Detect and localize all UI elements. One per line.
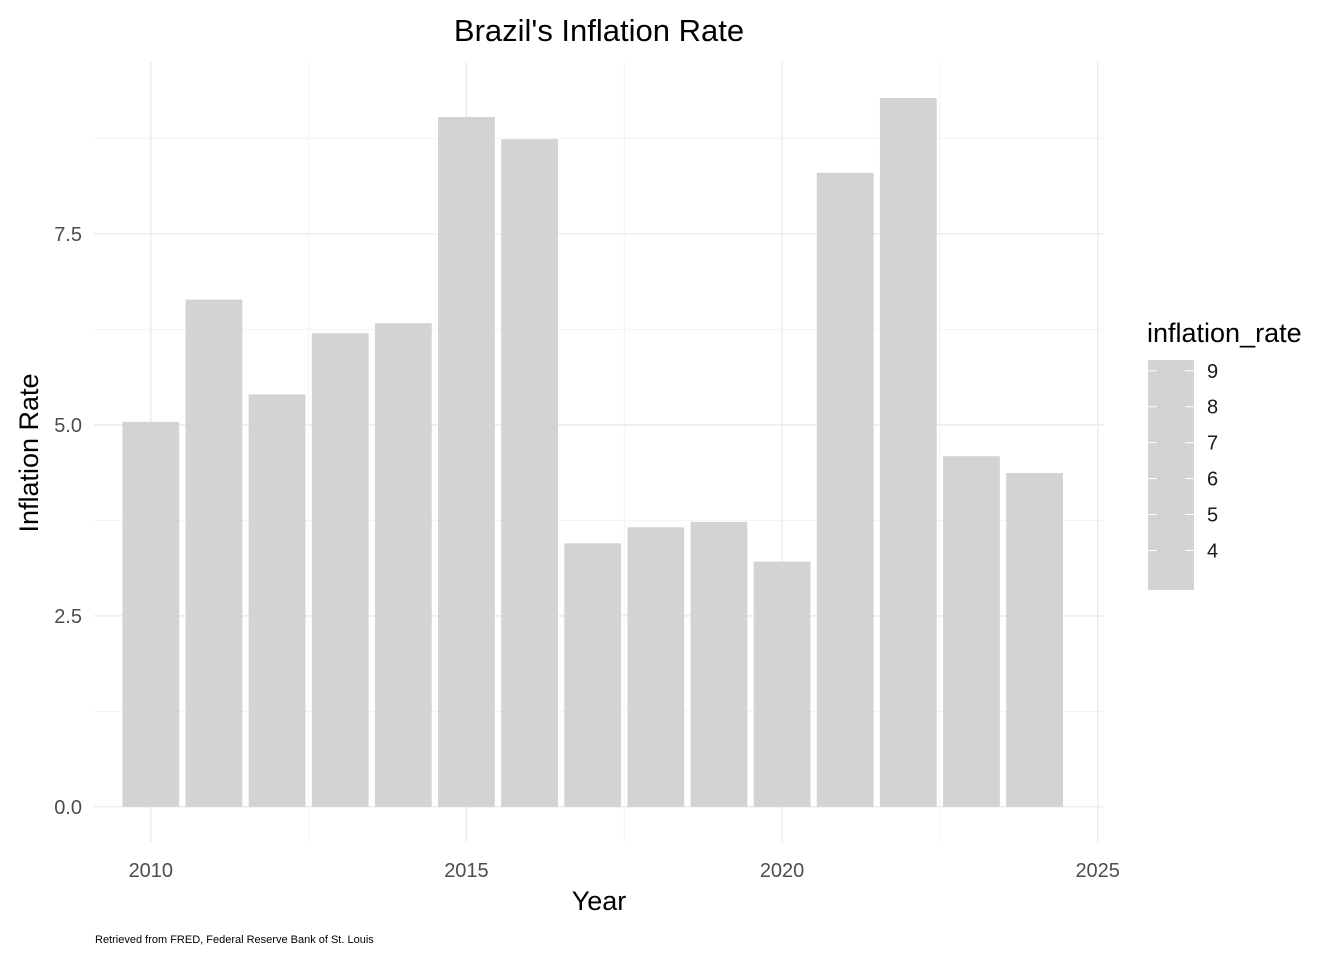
x-tick-label: 2025 xyxy=(1075,860,1120,882)
bar-2016 xyxy=(501,139,558,807)
legend-colorbar xyxy=(1148,360,1194,590)
legend: inflation_rate 9 8 7 6 5 4 xyxy=(1147,318,1302,590)
y-tick-label: 0.0 xyxy=(54,797,82,819)
x-axis-title: Year xyxy=(572,886,627,916)
legend-label: 8 xyxy=(1207,397,1218,419)
bar-2018 xyxy=(627,527,685,807)
legend-label: 4 xyxy=(1207,540,1218,562)
y-axis-title: Inflation Rate xyxy=(14,373,44,532)
legend-label: 9 xyxy=(1207,361,1218,383)
chart-title: Brazil's Inflation Rate xyxy=(454,13,744,48)
y-tick-label: 7.5 xyxy=(54,224,82,246)
x-tick-label: 2015 xyxy=(444,860,489,882)
x-axis-ticks: 2010 2015 2020 2025 xyxy=(129,860,1120,882)
y-tick-label: 5.0 xyxy=(54,415,82,437)
legend-label: 5 xyxy=(1207,505,1218,527)
bar-2013 xyxy=(311,333,369,807)
bar-2012 xyxy=(248,394,306,807)
bar-2022 xyxy=(879,97,937,807)
legend-label: 7 xyxy=(1207,433,1218,455)
y-axis-ticks: 0.0 2.5 5.0 7.5 xyxy=(54,224,82,819)
legend-label: 6 xyxy=(1207,469,1218,491)
bar-2019 xyxy=(690,521,748,807)
bar-2015 xyxy=(438,117,495,807)
bar-2011 xyxy=(185,299,243,807)
legend-title: inflation_rate xyxy=(1147,318,1302,348)
y-tick-label: 2.5 xyxy=(54,606,82,628)
legend-ticks: 9 8 7 6 5 4 xyxy=(1148,361,1218,562)
bar-2010 xyxy=(122,421,180,807)
x-tick-label: 2020 xyxy=(760,860,805,882)
bar-2021 xyxy=(816,172,874,807)
x-tick-label: 2010 xyxy=(129,860,174,882)
bar-2020 xyxy=(753,561,811,807)
bar-2024 xyxy=(1006,473,1063,807)
bar-2014 xyxy=(374,323,432,807)
bars xyxy=(122,97,1063,807)
bar-2017 xyxy=(564,543,622,807)
chart-caption: Retrieved from FRED, Federal Reserve Ban… xyxy=(95,934,374,946)
bar-2023 xyxy=(943,456,1000,807)
